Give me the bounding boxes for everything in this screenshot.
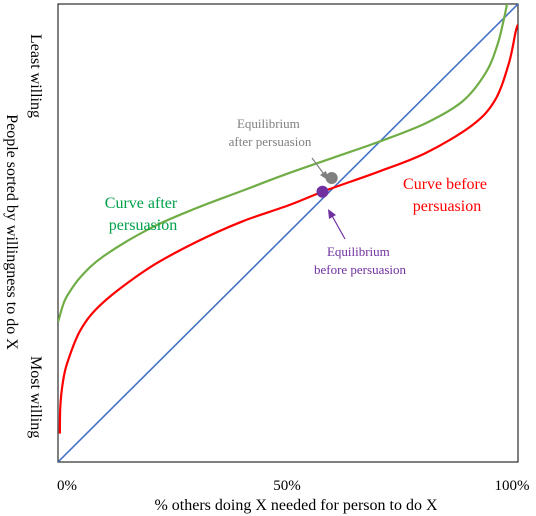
label-curve-after: Curve after persuasion: [105, 195, 181, 234]
arrow-equilibrium-before: [330, 213, 346, 240]
annotation-equilibrium-after: Equilibrium after persuasion: [229, 116, 312, 149]
x-tick-label-50: 50%: [273, 478, 301, 494]
equilibrium-before-point: [316, 185, 329, 198]
y-axis-title: People sorted by willingness to do X: [3, 114, 20, 350]
label-curve-before: Curve before persuasion: [403, 176, 491, 215]
arrowhead-equilibrium-before: [328, 209, 336, 219]
diagonal-line: [58, 4, 518, 462]
y-bottom-label: Most willing: [27, 356, 44, 438]
equilibrium-after-point: [325, 172, 338, 185]
y-top-label: Least willing: [27, 34, 44, 118]
plot-frame: [57, 3, 519, 463]
x-tick-label-100: 100%: [495, 478, 530, 494]
arrowhead-equilibrium-after: [320, 171, 329, 181]
curve-before-line: [58, 24, 518, 434]
curve-after-line: [58, 4, 509, 323]
points-layer: [316, 172, 338, 198]
series-layer: [58, 4, 518, 462]
x-axis-title: % others doing X needed for person to do…: [154, 497, 437, 514]
x-tick-label-0: 0%: [57, 478, 77, 494]
annotation-equilibrium-before: Equilibrium before persuasion: [314, 244, 407, 277]
